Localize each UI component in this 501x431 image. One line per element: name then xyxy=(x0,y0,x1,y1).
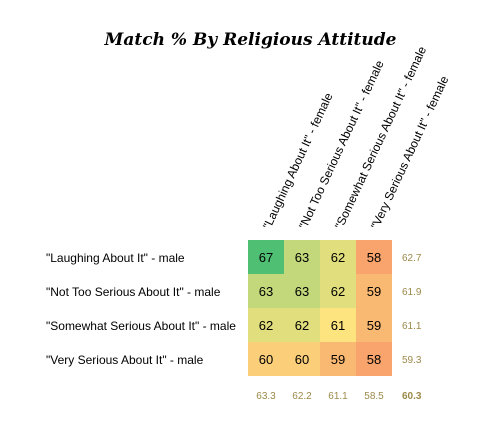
heatmap-cell xyxy=(248,342,284,376)
cell-value-label: 62 xyxy=(331,250,345,265)
heatmap-cell xyxy=(356,308,392,342)
overall-average-label: 60.3 xyxy=(402,391,422,402)
row-label: "Not Too Serious About It" - male xyxy=(46,285,221,299)
row-average-label: 59.3 xyxy=(402,355,422,366)
heatmap-cell xyxy=(320,342,356,376)
row-label: "Laughing About It" - male xyxy=(46,251,185,265)
heatmap-cell xyxy=(248,274,284,308)
cell-value-label: 62 xyxy=(331,284,345,299)
cell-value-label: 61 xyxy=(331,318,345,333)
heatmap-cell xyxy=(284,274,320,308)
cell-value-label: 63 xyxy=(295,250,309,265)
cell-value-label: 60 xyxy=(295,352,309,367)
heatmap-cell xyxy=(284,240,320,274)
row-average-label: 61.9 xyxy=(402,287,422,298)
column-average-label: 63.3 xyxy=(256,391,276,402)
column-average-label: 58.5 xyxy=(364,391,384,402)
cell-value-label: 67 xyxy=(259,250,273,265)
cell-value-label: 59 xyxy=(331,352,345,367)
row-average-label: 62.7 xyxy=(402,253,422,264)
chart-title: Match % By Religious Attitude xyxy=(104,30,397,50)
cell-value-label: 60 xyxy=(259,352,273,367)
heatmap-cell xyxy=(356,240,392,274)
column-average-label: 62.2 xyxy=(292,391,312,402)
heatmap-cell xyxy=(356,274,392,308)
row-label: "Very Serious About It" - male xyxy=(46,353,204,367)
heatmap-cell xyxy=(320,240,356,274)
cell-value-label: 58 xyxy=(367,250,381,265)
heatmap-cell xyxy=(320,274,356,308)
heatmap-cell xyxy=(356,342,392,376)
heatmap-cell xyxy=(284,308,320,342)
cell-value-label: 63 xyxy=(295,284,309,299)
heatmap-cell xyxy=(248,308,284,342)
row-average-label: 61.1 xyxy=(402,321,422,332)
heatmap-cell xyxy=(248,240,284,274)
row-label: "Somewhat Serious About It" - male xyxy=(46,319,236,333)
cell-value-label: 62 xyxy=(295,318,309,333)
heatmap-cell xyxy=(284,342,320,376)
column-average-label: 61.1 xyxy=(328,391,348,402)
cell-value-label: 63 xyxy=(259,284,273,299)
cell-value-label: 59 xyxy=(367,318,381,333)
column-label: "Laughing About It" - female xyxy=(260,90,336,231)
cell-value-label: 58 xyxy=(367,352,381,367)
cell-value-label: 62 xyxy=(259,318,273,333)
heatmap-cell xyxy=(320,308,356,342)
cell-value-label: 59 xyxy=(367,284,381,299)
